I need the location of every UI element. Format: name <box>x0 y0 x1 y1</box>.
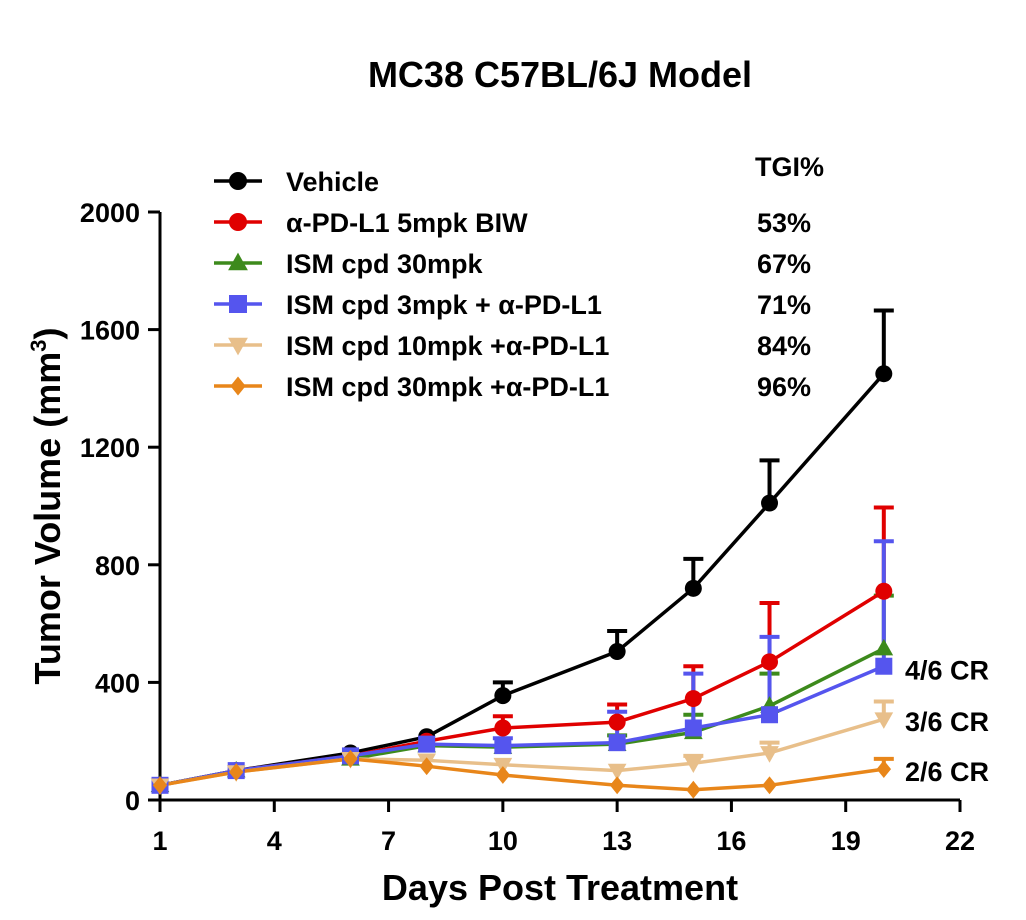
cr-annotation: 3/6 CR <box>905 707 989 737</box>
data-point <box>683 756 703 774</box>
legend-swatch-marker <box>230 376 246 396</box>
legend-swatch-marker <box>229 172 247 190</box>
chart-title: MC38 C57BL/6J Model <box>368 54 752 95</box>
data-point <box>686 780 701 799</box>
tgi-value: 67% <box>757 249 811 279</box>
legend-label: ISM cpd 3mpk + α-PD-L1 <box>286 290 602 320</box>
x-tick-label: 22 <box>945 826 975 856</box>
data-point <box>684 690 702 708</box>
legend-label: ISM cpd 30mpk <box>286 249 484 279</box>
y-tick-label: 2000 <box>80 198 140 228</box>
legend-swatch-marker <box>228 337 248 356</box>
legend-swatch-marker <box>228 252 248 271</box>
y-axis-title: Tumor Volume (mm3) <box>26 328 68 685</box>
data-point <box>607 763 627 781</box>
y-tick-label: 1200 <box>80 433 140 463</box>
tgi-value: 96% <box>757 372 811 402</box>
series-markers <box>150 365 894 799</box>
data-point <box>684 579 702 597</box>
data-point <box>875 657 893 675</box>
legend-label: ISM cpd 10mpk +α-PD-L1 <box>286 331 609 361</box>
data-point <box>228 763 244 781</box>
data-point <box>761 706 779 724</box>
cr-annotations: 4/6 CR 3/6 CR 2/6 CR <box>905 656 989 787</box>
x-tick-label: 13 <box>602 826 632 856</box>
cr-annotation: 4/6 CR <box>905 656 989 686</box>
data-point <box>608 713 626 731</box>
series-line <box>159 372 886 788</box>
legend-label: ISM cpd 30mpk +α-PD-L1 <box>286 372 609 402</box>
x-tick-label: 7 <box>381 826 396 856</box>
data-point <box>874 712 894 729</box>
y-axis-title-close: ) <box>27 328 68 340</box>
data-point <box>418 735 436 753</box>
data-point <box>494 719 512 737</box>
y-tick-label: 400 <box>95 668 140 698</box>
data-point <box>876 760 892 779</box>
y-tick-label: 800 <box>95 551 140 581</box>
y-axis-title-main: Tumor Volume (mm <box>27 352 68 685</box>
legend: TGI% Vehicle α-PD-L1 5mpk BIW 53% ISM cpd 3… <box>214 152 824 402</box>
y-ticks: 0 400 800 1200 1600 2000 <box>80 198 160 816</box>
x-axis-title: Days Post Treatment <box>382 867 738 908</box>
data-point <box>494 737 512 755</box>
tgi-header: TGI% <box>755 152 824 182</box>
y-tick-label: 0 <box>125 786 140 816</box>
x-tick-label: 16 <box>716 826 746 856</box>
x-tick-label: 1 <box>152 826 167 856</box>
series-lines <box>159 372 886 792</box>
legend-swatch-marker <box>229 295 247 313</box>
y-tick-label: 1600 <box>80 316 140 346</box>
data-point <box>684 719 702 737</box>
data-point <box>609 776 625 795</box>
data-point <box>762 776 777 795</box>
tgi-value: 71% <box>757 290 811 320</box>
x-tick-label: 19 <box>831 826 861 856</box>
data-point <box>874 638 894 656</box>
data-point <box>608 643 626 661</box>
data-point <box>419 757 434 776</box>
y-axis-title-sup: 3 <box>26 340 51 352</box>
x-tick-label: 10 <box>488 826 518 856</box>
data-point <box>608 734 626 752</box>
data-point <box>760 746 779 763</box>
x-tick-label: 4 <box>267 826 282 856</box>
data-point <box>494 687 512 705</box>
data-point <box>875 365 893 383</box>
cr-annotation: 2/6 CR <box>905 757 989 787</box>
data-point <box>761 494 779 512</box>
data-point <box>343 749 358 768</box>
data-point <box>875 582 893 600</box>
x-ticks: 1 4 7 10 13 16 19 22 <box>152 800 975 856</box>
data-point <box>495 766 511 784</box>
legend-swatch-marker <box>229 213 247 231</box>
tgi-value: 84% <box>757 331 811 361</box>
tgi-value: 53% <box>757 208 811 238</box>
data-point <box>152 776 168 795</box>
legend-label: α-PD-L1 5mpk BIW <box>286 208 528 238</box>
axes: 1 4 7 10 13 16 19 22 0 400 800 1200 1600 2000 <box>80 198 975 856</box>
legend-label: Vehicle <box>286 167 379 197</box>
data-point <box>761 653 779 671</box>
